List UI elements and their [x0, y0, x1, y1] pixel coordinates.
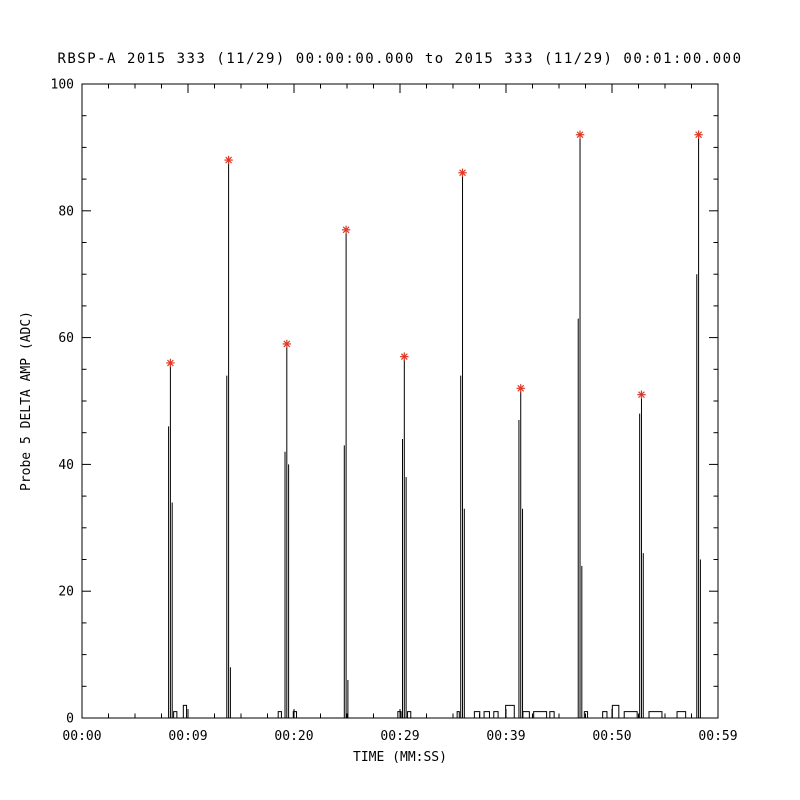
y-axis-label: Probe 5 DELTA AMP (ADC)	[19, 311, 34, 491]
y-tick-label: 80	[58, 204, 74, 219]
y-tick-label: 60	[58, 331, 74, 346]
peak-marker-asterisk	[694, 130, 703, 139]
baseline-pulse	[583, 711, 589, 718]
baseline-pulse	[493, 711, 499, 718]
baseline-pulse	[522, 711, 530, 718]
baseline-pulse	[292, 711, 298, 718]
peak-marker-asterisk	[516, 384, 525, 393]
baseline-pulse	[623, 711, 638, 718]
peak-marker-asterisk	[637, 390, 646, 399]
x-tick-label: 00:29	[380, 729, 419, 744]
baseline-pulse	[505, 704, 515, 718]
peak-marker-asterisk	[282, 339, 292, 349]
x-tick-label: 00:39	[486, 729, 525, 744]
x-tick-label: 00:09	[168, 729, 207, 744]
y-tick-label: 0	[66, 712, 74, 727]
peak-marker-asterisk	[166, 358, 175, 368]
baseline-pulse	[549, 711, 555, 718]
baseline-pulse	[456, 711, 460, 718]
baseline-pulse	[407, 711, 412, 718]
peak-marker-asterisk	[224, 155, 233, 165]
data-series	[166, 130, 703, 718]
x-tick-label: 00:00	[62, 729, 101, 744]
baseline-pulse	[676, 711, 687, 718]
y-tick-label: 100	[51, 78, 74, 93]
axes: 00:00 00:09 00:20 00:29 00:39 00:50 00:59 0 20 40…	[51, 78, 738, 745]
x-tick-label: 00:20	[274, 729, 313, 744]
baseline-pulse	[277, 711, 282, 718]
peak-marker-asterisk	[458, 168, 467, 177]
baseline-pulse	[533, 711, 548, 718]
baseline-pulse	[182, 704, 188, 718]
peak-marker-asterisk	[341, 225, 351, 235]
baseline-pulse	[397, 711, 402, 718]
plot-title: RBSP-A 2015 333 (11/29) 00:00:00.000 to …	[57, 51, 742, 67]
baseline-pulse	[648, 711, 663, 718]
baseline-pulse	[483, 711, 490, 718]
baseline-pulse	[602, 711, 608, 718]
x-tick-label: 00:59	[698, 729, 737, 744]
peak-marker-asterisk	[575, 130, 585, 139]
baseline-pulse	[173, 711, 178, 718]
y-tick-label: 20	[58, 585, 74, 600]
peak-marker-asterisk	[400, 352, 409, 361]
y-tick-label: 40	[58, 458, 74, 473]
baseline-pulse	[611, 704, 620, 718]
baseline-pulse	[473, 711, 481, 718]
x-axis-label: TIME (MM:SS)	[353, 750, 447, 765]
plot-frame	[81, 83, 719, 719]
x-tick-label: 00:50	[592, 729, 631, 744]
